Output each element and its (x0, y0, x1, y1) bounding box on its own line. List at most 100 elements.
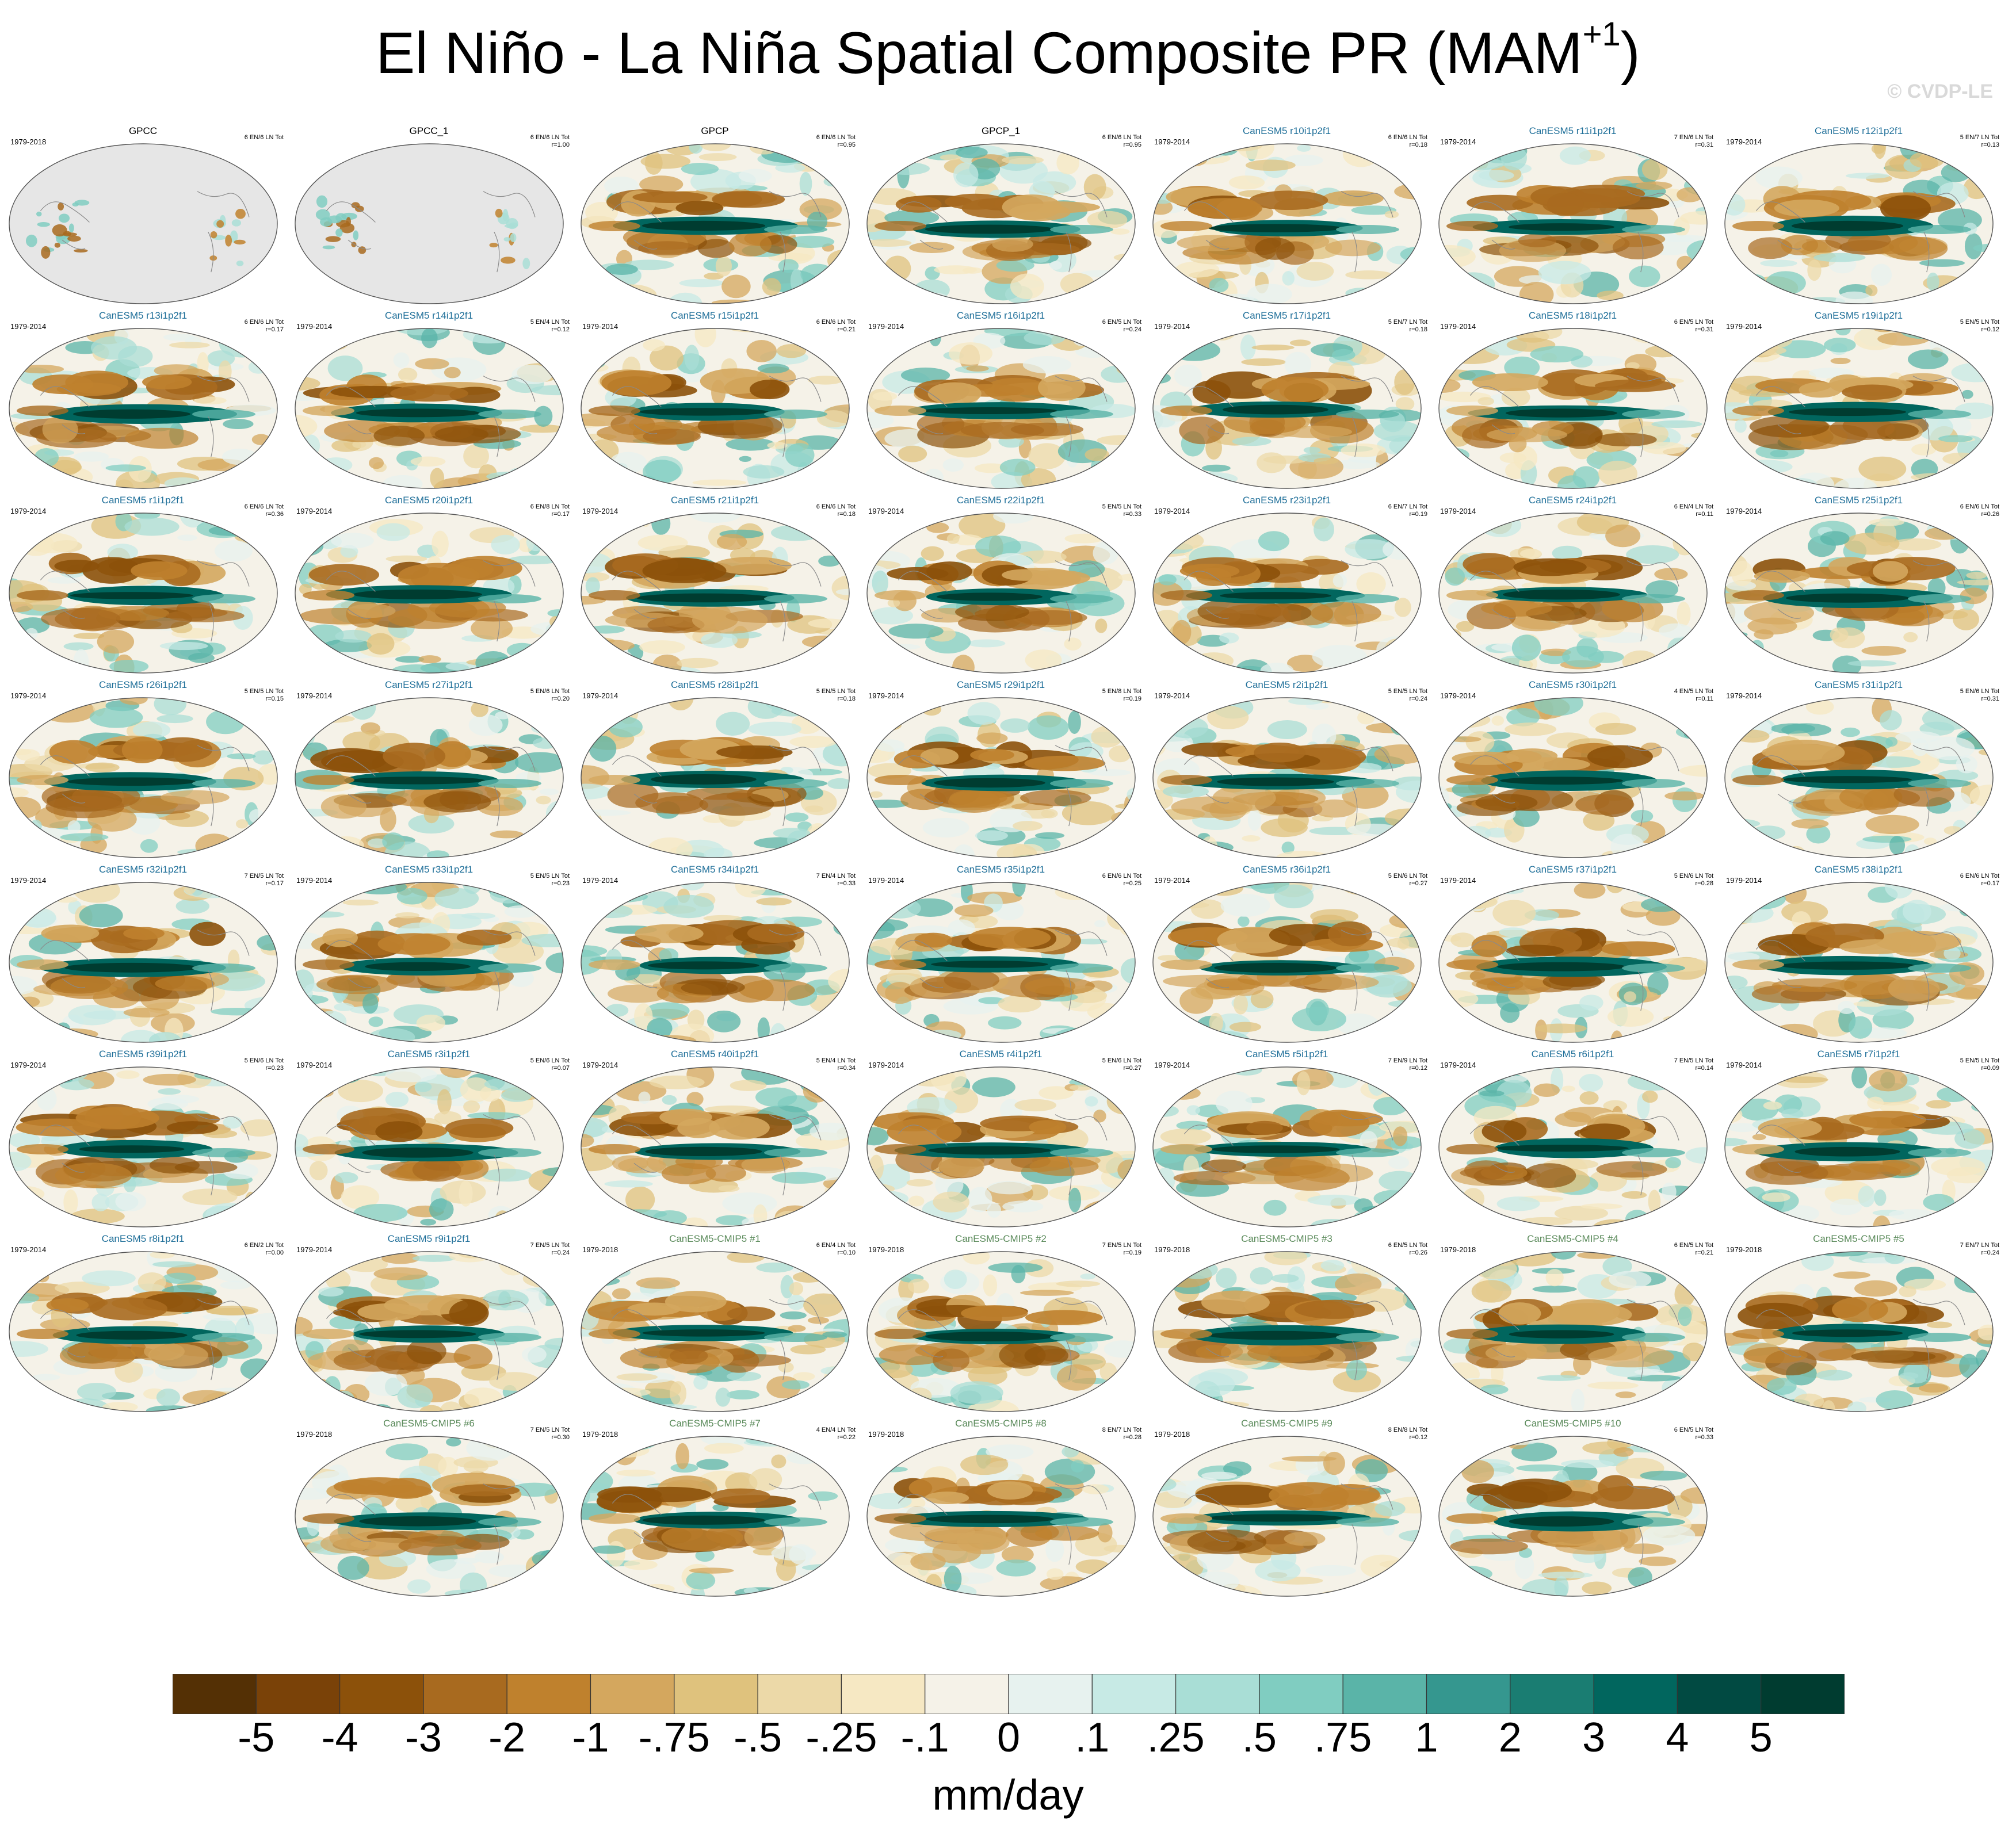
coastline (612, 1483, 822, 1565)
panel-years: 1979-2014 (296, 691, 333, 700)
global-map (581, 143, 850, 304)
panel-stats: 5 EN/5 LN Tot r=0.33 (1102, 503, 1141, 518)
panel-pattern-correlation: r=0.18 (1409, 142, 1428, 148)
panel-years: 1979-2014 (582, 876, 618, 885)
panel-title: CanESM5-CMIP5 #5 (1813, 1233, 1904, 1244)
panel-stats: 6 EN/6 LN Tot (245, 134, 284, 142)
map-panel: CanESM5 r6i1p2f1 1979-2014 7 EN/5 LN Tot r=… (1430, 1049, 1716, 1233)
colorbar-tick-label: 4 (1666, 1715, 1689, 1761)
global-map (1152, 1436, 1422, 1597)
map-panel: CanESM5-CMIP5 #5 1979-2018 7 EN/7 LN Tot r=… (1716, 1233, 2002, 1417)
panel-title: CanESM5 r15i1p2f1 (670, 310, 759, 321)
global-map (866, 143, 1136, 304)
panel-pattern-correlation: r=0.12 (1409, 1434, 1428, 1441)
panel-event-counts: 5 EN/8 LN Tot (1102, 688, 1141, 695)
panel-event-counts: 5 EN/6 LN Tot (530, 688, 570, 695)
colorbar-swatch (1175, 1674, 1260, 1714)
title-end: ) (1620, 20, 1640, 86)
map-field (581, 882, 849, 1042)
panel-years: 1979-2014 (868, 691, 904, 700)
colorbar-swatch (1510, 1674, 1594, 1714)
colorbar-tick-label: -2 (488, 1715, 526, 1761)
panel-event-counts: 6 EN/6 LN Tot (530, 134, 570, 141)
map-outline (866, 1251, 1136, 1412)
map-panel: CanESM5-CMIP5 #9 1979-2018 8 EN/8 LN Tot r=… (1144, 1418, 1430, 1602)
coastline (1469, 1114, 1679, 1196)
panel-title: CanESM5 r6i1p2f1 (1531, 1049, 1614, 1060)
global-map (1724, 697, 1994, 858)
colorbar-units-label: mm/day (932, 1771, 1084, 1819)
colorbar-swatch (757, 1674, 842, 1714)
panel-pattern-correlation: r=0.17 (265, 880, 284, 887)
map-outline (9, 882, 278, 1043)
panel-title: CanESM5 r9i1p2f1 (387, 1233, 471, 1244)
panel-pattern-correlation: r=0.23 (551, 880, 570, 887)
panel-title: CanESM5 r2i1p2f1 (1245, 679, 1328, 690)
coastline (326, 745, 536, 827)
panel-title: CanESM5 r3i1p2f1 (387, 1049, 471, 1060)
map-field (581, 1436, 849, 1596)
panel-pattern-correlation: r=0.31 (1695, 142, 1714, 148)
global-map (1438, 1436, 1708, 1597)
colorbar-swatch (255, 1674, 341, 1714)
panel-title: CanESM5 r5i1p2f1 (1245, 1049, 1328, 1060)
map-field (1725, 144, 1993, 304)
panel-stats: 8 EN/8 LN Tot r=0.12 (1388, 1427, 1427, 1441)
panel-pattern-correlation: r=0.31 (1981, 695, 2000, 702)
panel-stats: 6 EN/5 LN Tot r=0.31 (1674, 319, 1713, 334)
panel-event-counts: 6 EN/8 LN Tot (530, 503, 570, 510)
panel-title: CanESM5 r11i1p2f1 (1529, 125, 1617, 136)
panel-title: CanESM5 r27i1p2f1 (384, 679, 474, 690)
colorbar-swatch (1426, 1674, 1511, 1714)
map-outline (1152, 882, 1422, 1043)
panel-years: 1979-2014 (1726, 691, 1762, 700)
map-panel: CanESM5-CMIP5 #1 1979-2018 6 EN/4 LN Tot r=… (572, 1233, 858, 1417)
panel-stats: 6 EN/6 LN Tot r=0.25 (1102, 873, 1141, 888)
global-map (866, 513, 1136, 674)
map-panel: CanESM5-CMIP5 #6 1979-2018 7 EN/5 LN Tot r=… (286, 1418, 572, 1602)
panel-stats: 8 EN/7 LN Tot r=0.28 (1102, 1427, 1141, 1441)
map-outline (1438, 882, 1708, 1043)
panel-title: CanESM5-CMIP5 #6 (383, 1418, 475, 1429)
panel-stats: 6 EN/5 LN Tot r=0.26 (1388, 1242, 1427, 1257)
panel-title: CanESM5 r31i1p2f1 (1814, 679, 1903, 690)
coastline (898, 1114, 1108, 1196)
map-outline (1438, 1251, 1708, 1412)
panel-event-counts: 6 EN/6 LN Tot (244, 134, 284, 141)
panel-pattern-correlation: r=0.11 (1696, 511, 1713, 518)
panel-stats: 5 EN/5 LN Tot r=0.12 (1960, 319, 1999, 334)
panel-years: 1979-2014 (1154, 322, 1190, 331)
panel-title: CanESM5 r40i1p2f1 (670, 1049, 759, 1060)
panel-pattern-correlation: r=0.31 (1695, 326, 1714, 333)
map-panel: GPCC_1 6 EN/6 LN Tot r=1.00 (286, 125, 572, 309)
map-panel: CanESM5 r27i1p2f1 1979-2014 5 EN/6 LN Tot r… (286, 679, 572, 863)
global-map (581, 697, 850, 858)
map-outline (866, 513, 1136, 674)
panel-stats: 6 EN/6 LN Tot r=1.00 (530, 134, 570, 149)
map-panel: CanESM5 r22i1p2f1 1979-2014 5 EN/5 LN Tot r… (858, 495, 1144, 679)
panel-event-counts: 7 EN/5 LN Tot (1102, 1242, 1141, 1249)
panel-title: CanESM5 r25i1p2f1 (1814, 495, 1903, 506)
panel-years: 1979-2014 (1154, 137, 1190, 146)
map-field (9, 698, 277, 858)
coastline (1755, 930, 1965, 1011)
panel-years: 1979-2014 (296, 1245, 333, 1254)
panel-title: CanESM5 r14i1p2f1 (384, 310, 474, 321)
panel-title: CanESM5 r18i1p2f1 (1528, 310, 1617, 321)
map-panel: CanESM5 r15i1p2f1 1979-2014 6 EN/6 LN Tot r… (572, 310, 858, 494)
panel-title: CanESM5 r33i1p2f1 (384, 864, 474, 875)
map-outline (1724, 1251, 1994, 1412)
colorbar-swatch (841, 1674, 926, 1714)
map-panel: CanESM5 r13i1p2f1 1979-2014 6 EN/6 LN Tot r… (0, 310, 286, 494)
panel-event-counts: 6 EN/6 LN Tot (244, 319, 284, 326)
panel-pattern-correlation: r=0.15 (265, 695, 284, 702)
global-map (295, 513, 564, 674)
panel-event-counts: 5 EN/6 LN Tot (530, 1057, 570, 1064)
map-panel: CanESM5 r3i1p2f1 1979-2014 5 EN/6 LN Tot r=… (286, 1049, 572, 1233)
panel-years: 1979-2014 (1154, 507, 1190, 515)
global-map (1724, 1066, 1994, 1227)
map-outline (581, 513, 850, 674)
panel-title: CanESM5-CMIP5 #2 (955, 1233, 1047, 1244)
coastline (898, 191, 1108, 273)
map-panel: CanESM5 r12i1p2f1 1979-2014 5 EN/7 LN Tot r… (1716, 125, 2002, 309)
